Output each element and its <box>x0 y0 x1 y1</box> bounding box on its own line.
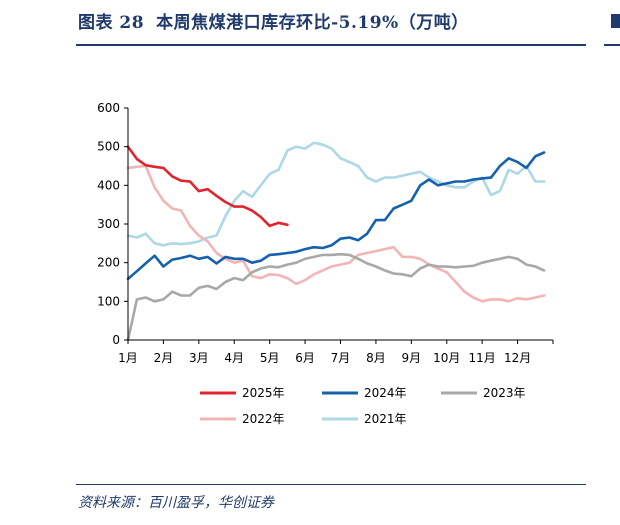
y-tick-label: 400 <box>97 178 120 192</box>
adjacent-figure-rule <box>604 44 620 46</box>
x-tick-label: 9月 <box>402 351 422 365</box>
y-tick-label: 300 <box>97 217 120 231</box>
series-line-5 <box>126 141 546 247</box>
series-line-4 <box>126 164 546 303</box>
bottom-rule <box>76 484 586 485</box>
legend-item-2: 2024年 <box>322 386 407 400</box>
x-tick-label: 11月 <box>469 351 496 365</box>
series-line-2 <box>126 151 546 281</box>
x-tick-label: 6月 <box>295 351 315 365</box>
x-tick-label: 1月 <box>118 351 138 365</box>
legend-item-1: 2025年 <box>200 386 285 400</box>
legend-item-4: 2022年 <box>200 412 285 426</box>
y-tick-label: 600 <box>97 101 120 115</box>
x-tick-label: 2月 <box>154 351 174 365</box>
x-tick-label: 4月 <box>224 351 244 365</box>
x-tick-label: 8月 <box>366 351 386 365</box>
series-line-3 <box>126 252 546 342</box>
x-tick-label: 7月 <box>331 351 351 365</box>
x-tick-label: 12月 <box>504 351 531 365</box>
figure-title: 图表 28 本周焦煤港口库存环比-5.19%（万吨） <box>78 8 469 33</box>
series-line-1 <box>126 145 289 228</box>
source-note: 资料来源：百川盈孚，华创证券 <box>78 495 274 511</box>
y-tick-label: 200 <box>97 256 120 270</box>
legend-label: 2023年 <box>483 386 526 400</box>
title-rule <box>76 44 586 46</box>
figure-title-text: 本周焦煤港口库存环比-5.19%（万吨） <box>156 13 469 33</box>
x-tick-label: 10月 <box>433 351 460 365</box>
y-tick-label: 100 <box>97 294 120 308</box>
legend-label: 2025年 <box>242 386 285 400</box>
y-tick-label: 500 <box>97 140 120 154</box>
legend-label: 2021年 <box>364 412 407 426</box>
x-tick-label: 3月 <box>189 351 209 365</box>
legend: 2025年 2024年 2023年 2022年 2021年 <box>200 386 526 426</box>
legend-label: 2024年 <box>364 386 407 400</box>
legend-item-3: 2023年 <box>441 386 526 400</box>
legend-label: 2022年 <box>242 412 285 426</box>
y-tick-label: 0 <box>112 333 120 347</box>
adjacent-figure-edge <box>611 14 620 28</box>
figure-label: 图表 28 <box>78 13 145 33</box>
axis-layer: 0 100 200 300 400 500 600 1月 2月 3月 4月 5月 6月 7月 8月 9月 10月… <box>97 101 554 365</box>
series-layer <box>126 141 546 342</box>
x-tick-label: 5月 <box>260 351 280 365</box>
legend-item-5: 2021年 <box>322 412 407 426</box>
